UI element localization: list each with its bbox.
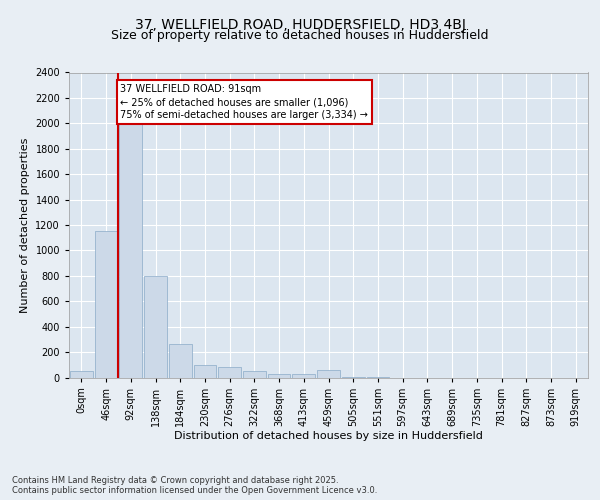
Bar <box>317 370 340 378</box>
Bar <box>218 368 241 378</box>
Bar <box>169 344 191 378</box>
Text: 37, WELLFIELD ROAD, HUDDERSFIELD, HD3 4BJ: 37, WELLFIELD ROAD, HUDDERSFIELD, HD3 4B… <box>134 18 466 32</box>
Bar <box>243 371 266 378</box>
Bar <box>119 117 142 378</box>
Bar <box>95 232 118 378</box>
Text: Size of property relative to detached houses in Huddersfield: Size of property relative to detached ho… <box>111 29 489 42</box>
Bar <box>194 365 216 378</box>
Text: 37 WELLFIELD ROAD: 91sqm
← 25% of detached houses are smaller (1,096)
75% of sem: 37 WELLFIELD ROAD: 91sqm ← 25% of detach… <box>121 84 368 120</box>
X-axis label: Distribution of detached houses by size in Huddersfield: Distribution of detached houses by size … <box>174 432 483 442</box>
Bar <box>268 374 290 378</box>
Y-axis label: Number of detached properties: Number of detached properties <box>20 138 29 312</box>
Bar <box>292 374 315 378</box>
Text: Contains HM Land Registry data © Crown copyright and database right 2025.
Contai: Contains HM Land Registry data © Crown c… <box>12 476 377 495</box>
Bar <box>144 276 167 378</box>
Bar <box>342 377 365 378</box>
Bar <box>70 371 93 378</box>
